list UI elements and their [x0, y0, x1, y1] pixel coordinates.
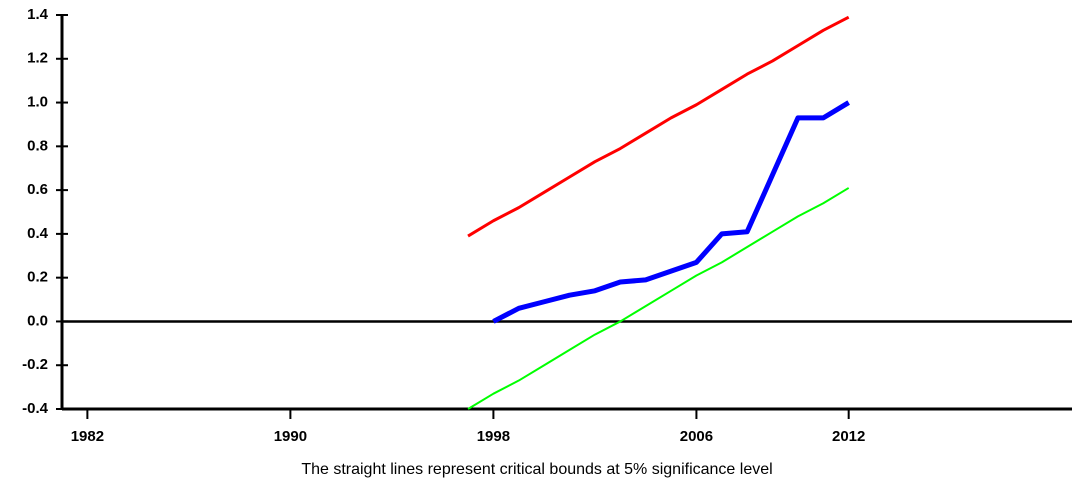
- y-tick-label: 0.0: [27, 312, 48, 329]
- series-line: [467, 15, 850, 238]
- x-tick-label: 1990: [274, 428, 307, 445]
- y-tick-label: -0.4: [22, 400, 49, 417]
- chart-caption: The straight lines represent critical bo…: [301, 461, 772, 478]
- y-tick-label: -0.2: [22, 356, 48, 373]
- y-tick-label: 0.6: [27, 181, 48, 198]
- y-tick-label: 1.2: [27, 50, 48, 67]
- x-tick-label: 1982: [71, 428, 104, 445]
- series-line: [492, 100, 850, 324]
- y-tick-label: 0.2: [27, 269, 48, 286]
- x-tick-label: 2006: [680, 428, 713, 445]
- x-tick-label: 2012: [832, 428, 865, 445]
- x-tick-label: 1998: [477, 428, 510, 445]
- y-tick-label: 0.4: [27, 225, 49, 242]
- y-tick-label: 1.4: [27, 6, 49, 23]
- y-tick-label: 0.8: [27, 137, 48, 154]
- y-tick-label: 1.0: [27, 94, 48, 111]
- series-line: [467, 187, 850, 410]
